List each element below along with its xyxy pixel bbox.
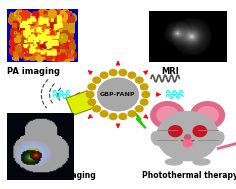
Circle shape [191,102,224,129]
Circle shape [97,78,139,111]
Circle shape [110,113,117,119]
Circle shape [157,112,218,161]
Circle shape [135,106,143,112]
Polygon shape [135,112,145,128]
Circle shape [88,84,96,90]
Circle shape [119,113,126,119]
Circle shape [140,84,148,90]
Ellipse shape [213,132,224,145]
Circle shape [197,107,218,124]
Circle shape [142,91,150,98]
Circle shape [93,77,101,83]
Circle shape [169,126,182,137]
Circle shape [135,77,143,83]
Circle shape [86,91,94,98]
Circle shape [140,99,148,105]
Circle shape [128,72,136,78]
Circle shape [88,99,96,105]
Circle shape [93,106,101,112]
Ellipse shape [151,132,163,145]
Text: GBP-FANP: GBP-FANP [100,92,136,97]
Circle shape [128,111,136,117]
Circle shape [119,70,126,76]
Ellipse shape [193,159,210,165]
Text: MRI: MRI [161,67,179,76]
Text: PA imaging: PA imaging [7,67,60,76]
Ellipse shape [165,159,182,165]
Circle shape [110,70,117,76]
Polygon shape [66,91,94,115]
Text: Photothermal therapy: Photothermal therapy [142,171,236,180]
Polygon shape [66,91,94,115]
Circle shape [185,135,191,140]
Circle shape [100,72,108,78]
Circle shape [151,102,185,129]
Circle shape [100,111,108,117]
Text: Fluorescent imaging: Fluorescent imaging [7,171,96,180]
Circle shape [193,126,207,137]
Circle shape [157,107,178,124]
Circle shape [183,140,192,147]
